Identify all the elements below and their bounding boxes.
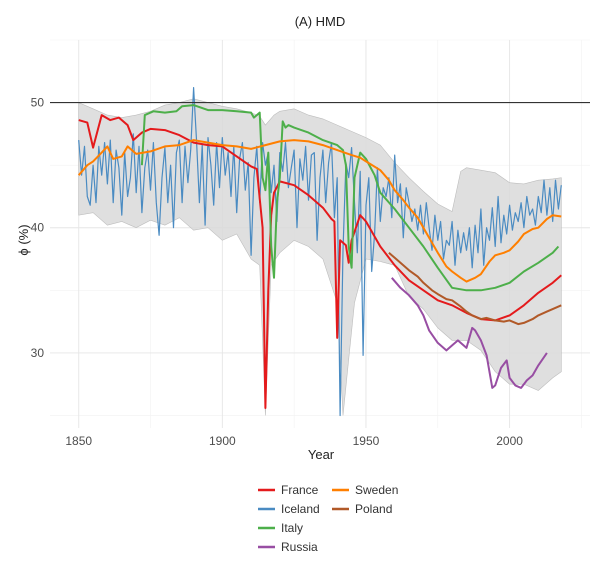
series-layer [77,87,562,417]
range-band [78,98,562,416]
series-line-iceland [78,87,562,417]
y-axis-label: ϕ (%) [16,224,31,255]
series-line-sweden [77,139,562,283]
series-line-russia [391,277,548,389]
x-axis-label: Year [308,447,335,462]
legend: France Iceland Italy Russia Sweden Poland [258,483,398,554]
x-tick-label: 1900 [209,434,236,448]
series-line-italy [140,104,560,292]
x-tick-label: 1850 [65,434,92,448]
y-tick-label: 50 [31,96,45,110]
legend-label-sweden: Sweden [355,483,398,497]
legend-label-russia: Russia [281,540,318,554]
x-tick-label: 2000 [496,434,523,448]
legend-label-iceland: Iceland [281,502,320,516]
legend-label-poland: Poland [355,502,392,516]
series-line-poland [388,252,562,326]
chart-title: (A) HMD [295,14,346,29]
legend-label-italy: Italy [281,521,303,535]
x-tick-label: 1950 [353,434,380,448]
y-tick-label: 30 [31,346,45,360]
legend-label-france: France [281,483,319,497]
y-axis: 30 40 50 [31,96,45,360]
y-tick-label: 40 [31,221,45,235]
x-axis: 1850 1900 1950 2000 [65,434,523,448]
